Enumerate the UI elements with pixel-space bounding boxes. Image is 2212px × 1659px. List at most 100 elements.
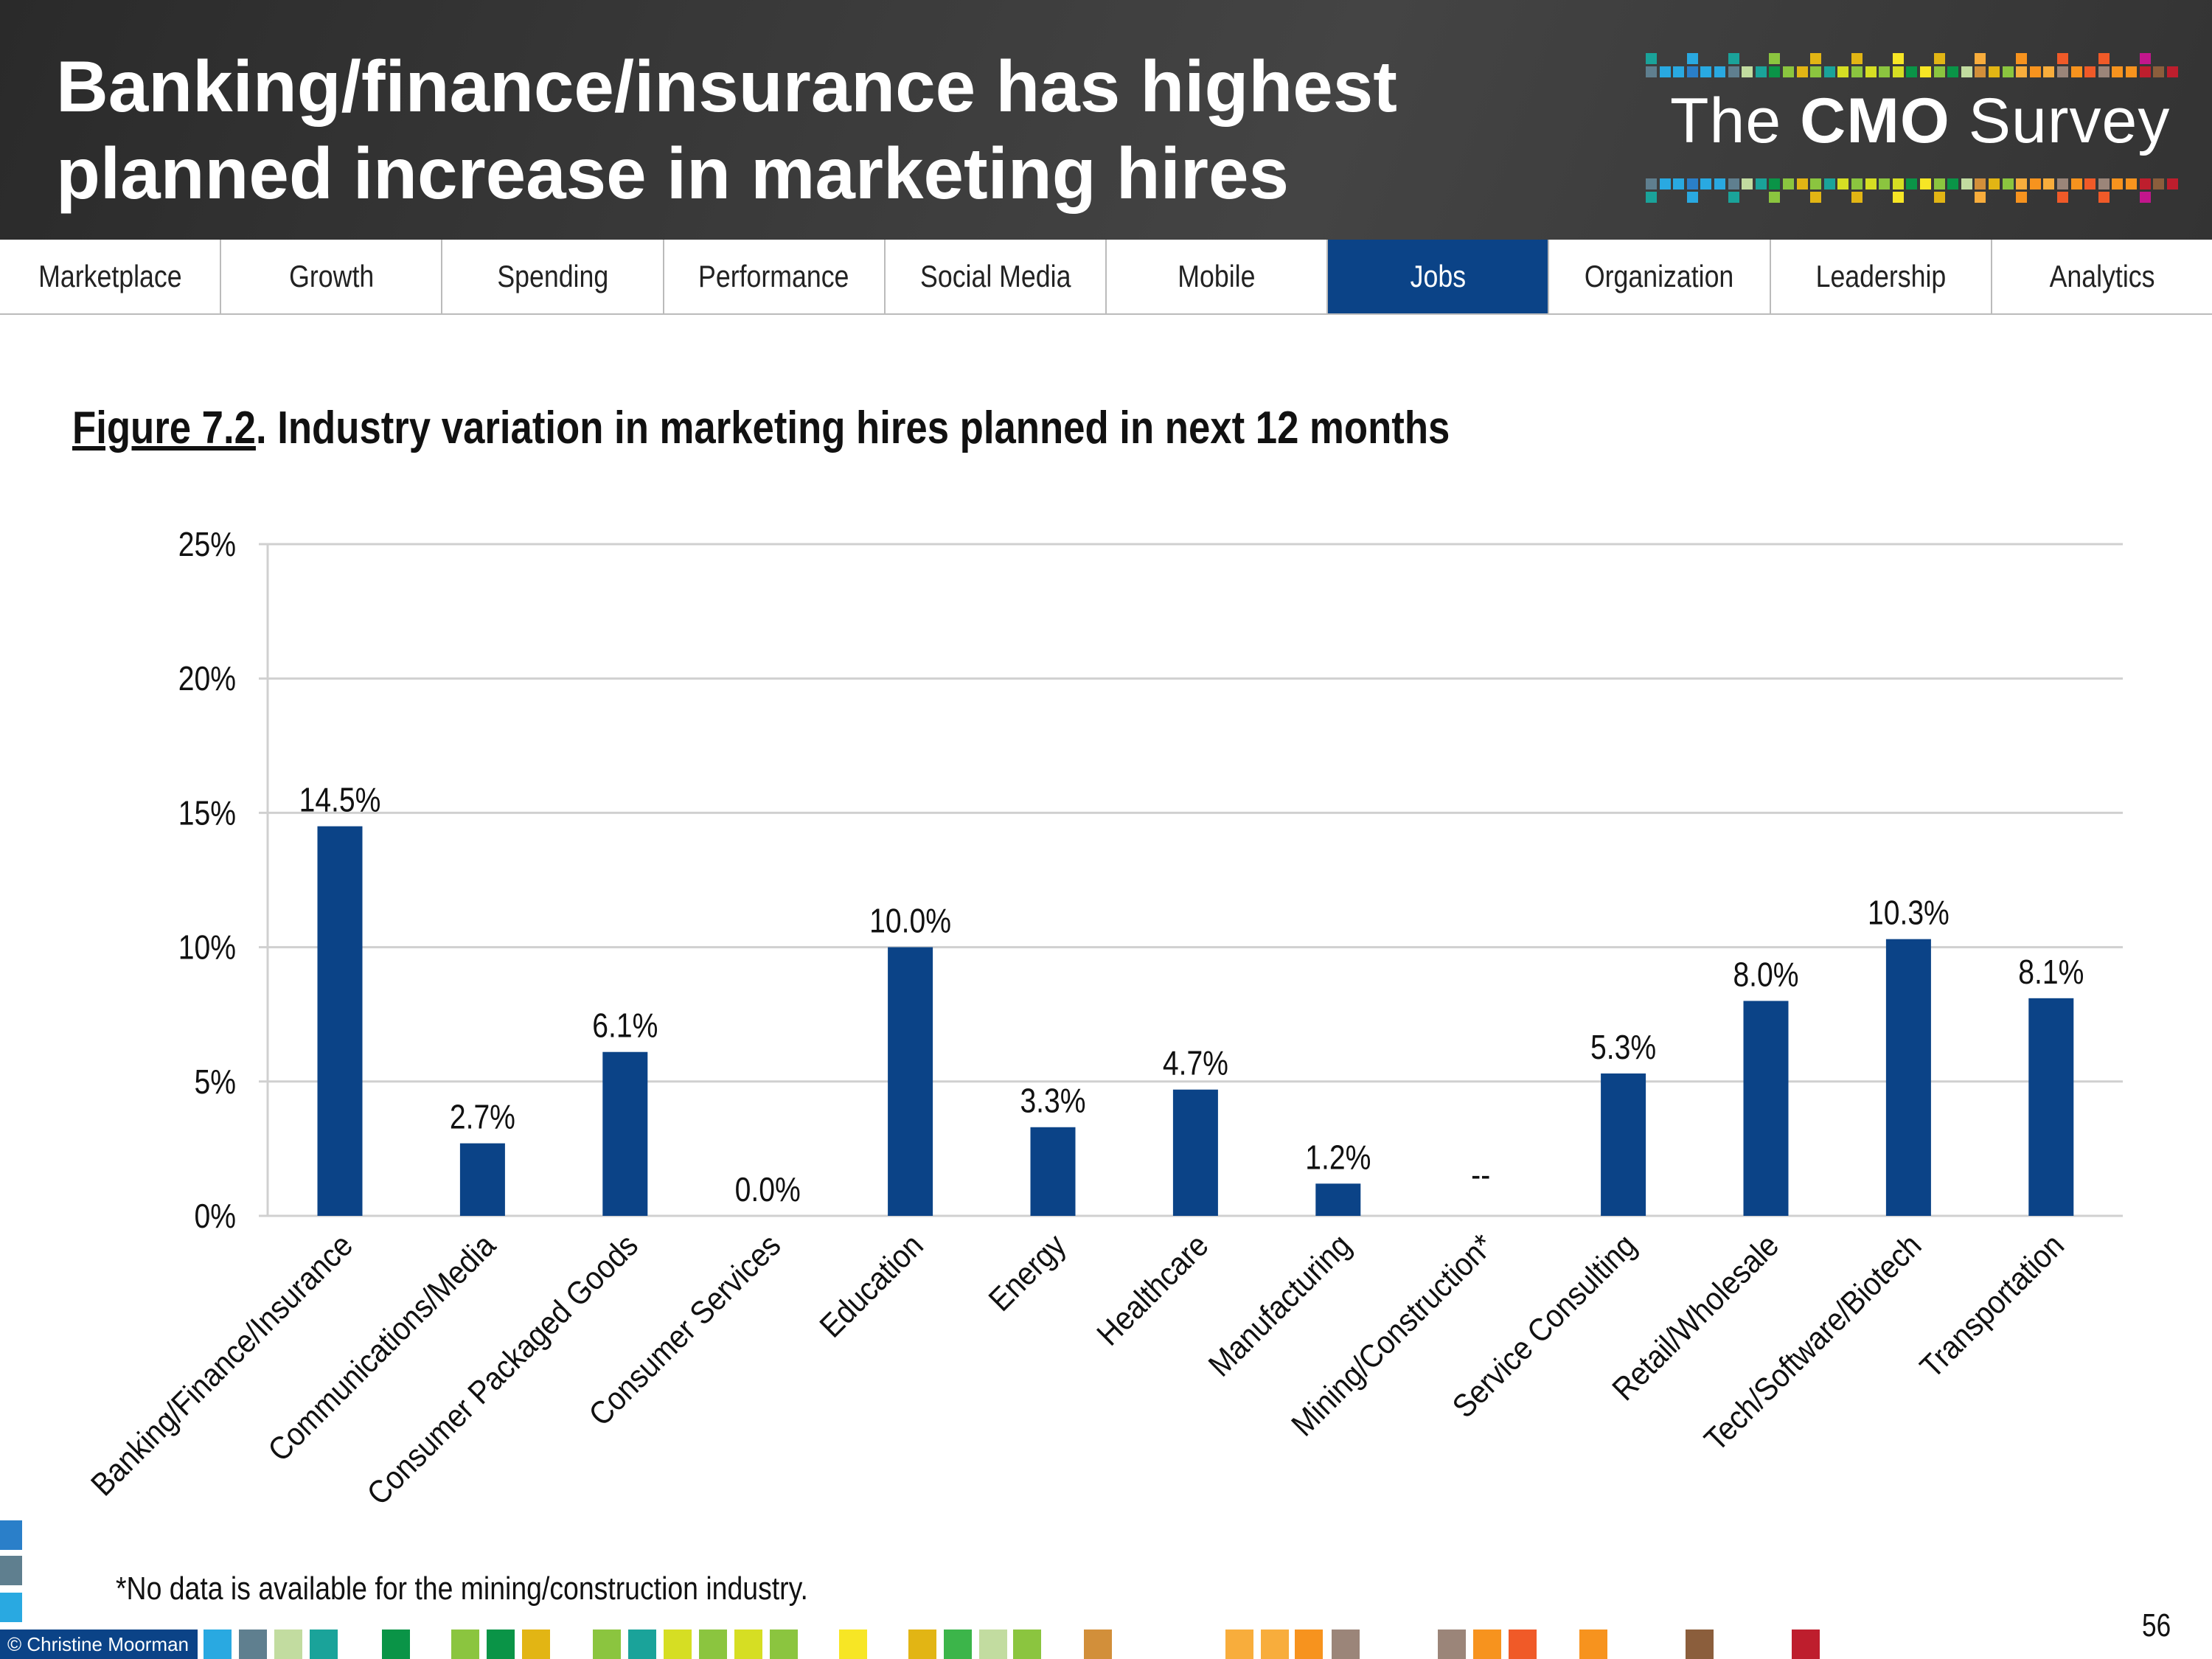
- cmo-survey-logo: The CMO Survey: [1637, 15, 2197, 236]
- data-label: 0.0%: [735, 1171, 801, 1209]
- logo-pixel: [1823, 178, 1835, 189]
- logo-pixel: [1975, 53, 1986, 64]
- tab-mobile[interactable]: Mobile: [1107, 240, 1329, 313]
- logo-pixel: [1906, 178, 1918, 189]
- copyright-label: © Christine Moorman: [0, 1630, 198, 1659]
- data-label: 5.3%: [1590, 1029, 1656, 1067]
- logo-pixel: [1728, 178, 1739, 189]
- logo-pixel: [2084, 178, 2096, 189]
- logo-pixel: [2153, 178, 2165, 189]
- logo-pixel: [1892, 178, 1904, 189]
- color-strip-block: [1084, 1630, 1112, 1659]
- logo-pixel: [1810, 53, 1822, 64]
- data-label: 1.2%: [1305, 1138, 1371, 1177]
- bar: [1885, 939, 1931, 1216]
- logo-pixel: [1783, 66, 1794, 77]
- category-label: Manufacturing: [1201, 1227, 1357, 1383]
- logo-pixel: [2057, 192, 2068, 203]
- tab-performance[interactable]: Performance: [664, 240, 886, 313]
- color-strip-block: [487, 1630, 515, 1659]
- logo-pixel: [1879, 178, 1891, 189]
- y-tick-label: 5%: [194, 1063, 236, 1102]
- bar: [317, 826, 363, 1216]
- bar: [1315, 1183, 1361, 1216]
- figure-number: Figure 7.2: [72, 403, 256, 453]
- page-number: 56: [2142, 1607, 2171, 1644]
- tab-organization[interactable]: Organization: [1549, 240, 1771, 313]
- logo-pixel: [2139, 192, 2151, 203]
- category-label: Transportation: [1913, 1227, 2070, 1385]
- logo-pixel: [1810, 66, 1822, 77]
- category-label: Energy: [981, 1227, 1073, 1318]
- logo-pixel: [1646, 178, 1657, 189]
- color-strip-block: [1686, 1630, 1714, 1659]
- logo-pixel: [1892, 192, 1904, 203]
- figure-title: Figure 7.2. Industry variation in market…: [72, 402, 1450, 454]
- logo-pixel: [2166, 66, 2178, 77]
- logo-pixel: [1947, 66, 1959, 77]
- logo-pixel: [1837, 178, 1849, 189]
- logo-pixel: [2070, 66, 2082, 77]
- logo-pixel: [2153, 66, 2165, 77]
- color-strip-block: [382, 1630, 410, 1659]
- logo-pixel: [1700, 66, 1712, 77]
- logo-pixel: [1728, 192, 1739, 203]
- logo-pixel: [1673, 178, 1685, 189]
- y-tick-label: 10%: [178, 929, 236, 967]
- logo-pixel: [1851, 66, 1863, 77]
- bar: [459, 1143, 505, 1216]
- logo-pixel: [1810, 192, 1822, 203]
- logo-pixel: [1879, 66, 1891, 77]
- logo-pixel: [1769, 66, 1781, 77]
- logo-pixel: [1851, 178, 1863, 189]
- color-strip-block: [664, 1630, 692, 1659]
- tab-spending[interactable]: Spending: [442, 240, 664, 313]
- color-strip-block: [1225, 1630, 1253, 1659]
- logo-pixel: [1823, 66, 1835, 77]
- logo-pixel: [2098, 192, 2110, 203]
- side-decor-block: [0, 1556, 22, 1585]
- logo-pixel: [1892, 53, 1904, 64]
- logo-pixel: [1646, 192, 1657, 203]
- logo-pixel: [1975, 192, 1986, 203]
- bar: [1030, 1127, 1076, 1216]
- logo-pixel: [1783, 178, 1794, 189]
- tab-analytics[interactable]: Analytics: [2049, 259, 2155, 293]
- category-label: Education: [813, 1227, 930, 1344]
- logo-pixel: [1714, 66, 1725, 77]
- logo-pixel: [1920, 66, 1931, 77]
- data-label: 3.3%: [1020, 1082, 1085, 1121]
- logo-pixel: [1975, 178, 1986, 189]
- logo-pixel: [2043, 66, 2055, 77]
- data-label: 14.5%: [299, 782, 381, 820]
- color-strip-block: [1261, 1630, 1289, 1659]
- logo-pixel: [1933, 53, 1945, 64]
- logo-pixel: [2029, 66, 2041, 77]
- footnote: *No data is available for the mining/con…: [116, 1571, 808, 1607]
- logo-pixel: [2098, 66, 2110, 77]
- logo-pixel: [1686, 178, 1698, 189]
- color-strip-block: [1792, 1630, 1820, 1659]
- logo-pixel: [2112, 66, 2124, 77]
- tab-leadership[interactable]: Leadership: [1771, 240, 1992, 313]
- color-strip-block: [1509, 1630, 1537, 1659]
- logo-pixel: [1646, 66, 1657, 77]
- side-decor-block: [0, 1520, 22, 1550]
- tab-social-media[interactable]: Social Media: [886, 240, 1107, 313]
- color-strip-block: [1438, 1630, 1466, 1659]
- title-line-1: Banking/finance/insurance has highest: [56, 46, 1397, 127]
- logo-pixel: [1892, 66, 1904, 77]
- logo-pixel: [2002, 66, 2014, 77]
- logo-pixel: [2043, 178, 2055, 189]
- logo-pixel: [1920, 178, 1931, 189]
- tab-growth[interactable]: Growth: [221, 240, 443, 313]
- logo-pixel: [1686, 53, 1698, 64]
- tab-jobs[interactable]: Jobs: [1328, 240, 1550, 313]
- logo-pixel: [2126, 178, 2137, 189]
- tab-marketplace[interactable]: Marketplace: [0, 240, 222, 313]
- logo-pixel: [1837, 66, 1849, 77]
- logo-pixel: [1769, 192, 1781, 203]
- logo-pixel: [1947, 178, 1959, 189]
- data-label: 2.7%: [450, 1099, 515, 1137]
- logo-pixel: [2166, 178, 2178, 189]
